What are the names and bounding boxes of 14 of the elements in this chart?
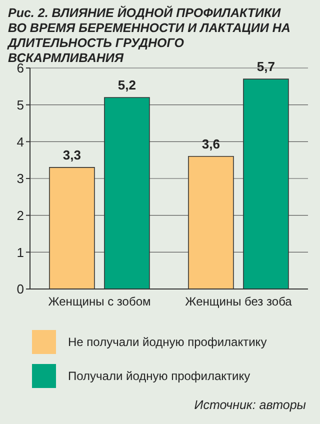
- y-tick-label: 4: [16, 134, 24, 150]
- text: Источник: авторы: [194, 398, 306, 412]
- y-tick-label: 2: [16, 208, 24, 223]
- y-tick-label: 3: [16, 171, 24, 186]
- data-label: 5,2: [118, 77, 136, 92]
- data-label: 3,3: [62, 147, 81, 162]
- legend-label: Получали йодную профилактику: [68, 369, 250, 383]
- y-tick-label: 1: [16, 244, 24, 260]
- y-tick-label: 5: [16, 97, 24, 112]
- x-tick-label: Женщины с зобом: [48, 294, 151, 309]
- y-tick-label: 0: [16, 282, 24, 297]
- x-tick-label: Женщины без зоба: [185, 294, 292, 309]
- legend-label: Не получали йодную профилактику: [68, 335, 267, 349]
- y-tick-label: 6: [16, 60, 24, 76]
